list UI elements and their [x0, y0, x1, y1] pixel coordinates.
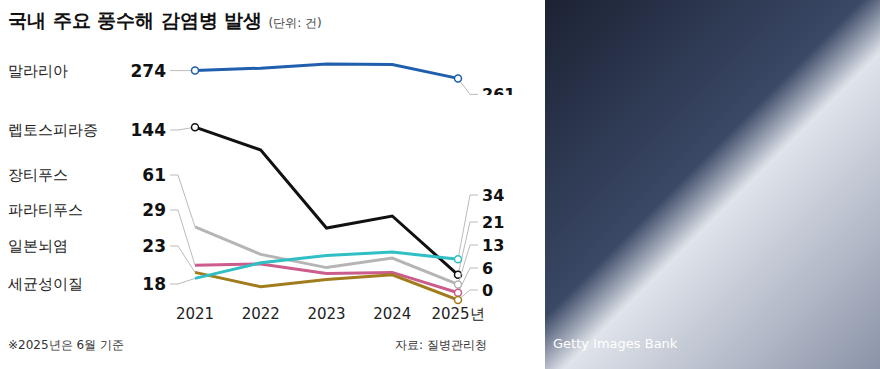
- svg-text:13: 13: [482, 236, 504, 255]
- svg-text:23: 23: [142, 236, 166, 256]
- svg-text:0: 0: [482, 281, 493, 300]
- svg-text:세균성이질: 세균성이질: [8, 275, 83, 293]
- svg-text:144: 144: [131, 120, 167, 140]
- svg-text:274: 274: [131, 61, 167, 81]
- html-text:※2025년은 6월 기준: ※2025년은 6월 기준: [8, 338, 124, 352]
- svg-text:2023: 2023: [307, 305, 345, 323]
- svg-text:18: 18: [142, 274, 166, 294]
- svg-text:21: 21: [482, 213, 504, 232]
- svg-text:61: 61: [142, 165, 166, 185]
- svg-text:2025년: 2025년: [431, 305, 484, 323]
- html-text:Getty Images Bank: Getty Images Bank: [553, 336, 678, 351]
- svg-text:6: 6: [482, 259, 493, 278]
- html-text:자료: 질병관리청: 자료: 질병관리청: [395, 338, 487, 352]
- svg-text:2022: 2022: [242, 305, 280, 323]
- svg-text:일본뇌염: 일본뇌염: [8, 237, 68, 255]
- svg-text:말라리아: 말라리아: [8, 62, 68, 80]
- svg-text:29: 29: [142, 200, 166, 220]
- svg-text:렙토스피라증: 렙토스피라증: [8, 121, 98, 139]
- svg-text:2021: 2021: [176, 305, 214, 323]
- svg-text:261: 261: [482, 85, 515, 95]
- svg-text:장티푸스: 장티푸스: [8, 166, 68, 184]
- svg-text:34: 34: [482, 186, 504, 205]
- html-text:국내 주요 풍수해 감염병 발생 (단위: 건): 국내 주요 풍수해 감염병 발생 (단위: 건): [8, 9, 322, 31]
- svg-text:파라티푸스: 파라티푸스: [8, 201, 83, 219]
- svg-text:2024: 2024: [373, 305, 411, 323]
